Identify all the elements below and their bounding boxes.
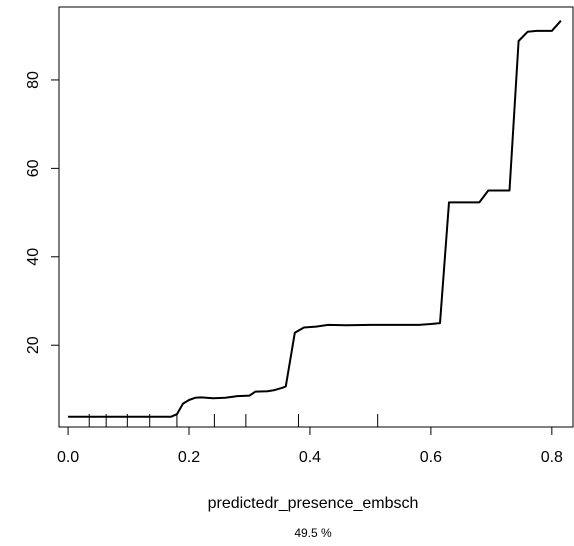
y-axis: 20 40 60 80 bbox=[25, 71, 60, 354]
y-tick-label: 20 bbox=[25, 336, 42, 354]
x-tick-label: 0.4 bbox=[299, 449, 321, 466]
y-tick-label: 60 bbox=[25, 159, 42, 177]
plot-frame bbox=[58, 6, 574, 428]
chart-subtitle: 49.5 % bbox=[294, 526, 332, 540]
x-axis-title: predictedr_presence_embsch bbox=[208, 495, 419, 512]
y-tick-label: 80 bbox=[25, 71, 42, 89]
x-tick-label: 0.0 bbox=[57, 449, 79, 466]
rug-marks bbox=[88, 414, 379, 427]
x-tick-label: 0.8 bbox=[541, 449, 563, 466]
series-line bbox=[68, 20, 562, 418]
x-tick-label: 0.2 bbox=[178, 449, 200, 466]
y-tick-label: 40 bbox=[25, 248, 42, 266]
x-axis: 0.0 0.2 0.4 0.6 0.8 bbox=[57, 426, 563, 466]
x-tick-label: 0.6 bbox=[420, 449, 442, 466]
